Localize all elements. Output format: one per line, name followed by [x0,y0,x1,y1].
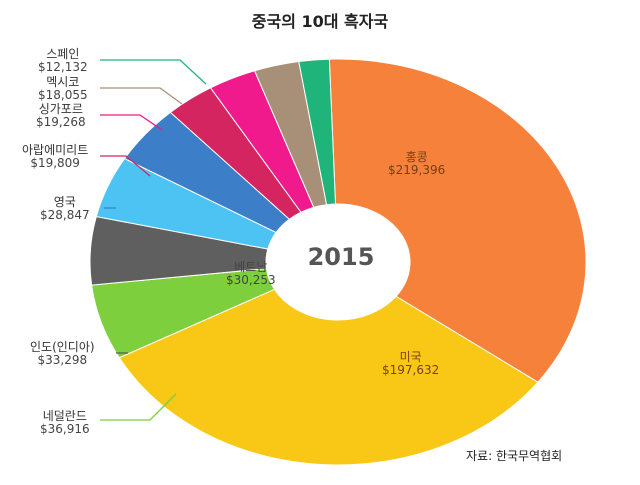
leader-line-3 [100,155,151,177]
slice-label-hongkong: 홍콩 $219,396 [388,150,446,177]
slice-1 [118,288,539,466]
source-note: 자료: 한국무역협회 [466,449,563,463]
slice-label-vietnam: 베트남 $30,253 [226,260,276,287]
slice-label-spain: 스페인 $12,132 [38,47,88,74]
slice-9 [298,58,337,206]
slice-label-india: 인도(인디아) $33,298 [30,340,95,367]
leader-line-2 [100,114,163,131]
slice-0 [328,58,587,383]
leader-line-6 [100,393,177,421]
leader-lines [100,59,207,421]
slice-label-uk: 영국 $28,847 [40,195,90,222]
slice-label-usa: 미국 $197,632 [382,350,440,377]
leader-line-1 [100,87,183,105]
slice-label-uae: 아랍에미리트 $19,809 [22,143,89,170]
leader-line-0 [100,59,207,85]
pie-slices [89,58,587,466]
slice-label-mexico: 멕시코 $18,055 [38,75,88,102]
center-year-label: 2015 [307,243,375,271]
chart-title: 중국의 10대 흑자국 [251,12,389,31]
slice-label-netherlands: 네덜란드 $36,916 [40,409,90,436]
slice-label-singapore: 싱가포르 $19,268 [36,102,86,129]
